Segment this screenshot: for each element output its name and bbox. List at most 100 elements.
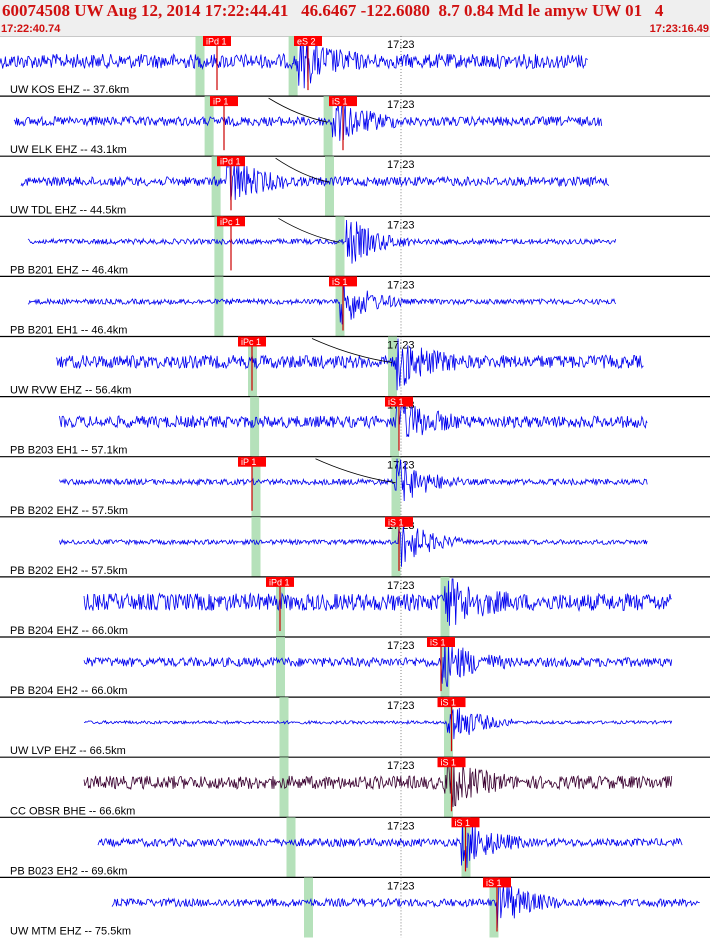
- waveform-trace: [84, 707, 673, 740]
- pick-flag[interactable]: [385, 516, 413, 527]
- pick-flag[interactable]: [266, 576, 294, 587]
- pick-flag[interactable]: [329, 276, 357, 287]
- pick-label[interactable]: iS 1: [455, 818, 471, 828]
- pick-window-band: [388, 336, 397, 397]
- station-label: PB B203 EH1 -- 57.1km: [10, 445, 127, 457]
- end-time-label: 17:23:16.49: [649, 23, 709, 35]
- minute-label: 17:23: [387, 640, 415, 652]
- waveform-trace: [83, 759, 673, 808]
- minute-label: 17:23: [387, 39, 415, 51]
- pick-flag[interactable]: [329, 96, 357, 107]
- pick-window-band: [335, 276, 345, 337]
- trace-row[interactable]: 17:23 iS 1 PB B204 EH2 -- 66.0km: [0, 636, 710, 698]
- trace-row[interactable]: 17:23 iP 1 iS 1 UW ELK EHZ -- 43.1km: [0, 95, 710, 157]
- trace-row[interactable]: 17:23 iS 1 PB B023 EH2 -- 69.6km: [0, 816, 710, 878]
- pick-window-band: [214, 216, 224, 277]
- trace-row[interactable]: 17:23 iPd 1 PB B204 EHZ -- 66.0km: [0, 576, 710, 637]
- pick-label[interactable]: eS 2: [297, 37, 316, 47]
- travel-time-curve: [315, 458, 396, 484]
- pick-flag[interactable]: [437, 757, 466, 768]
- pick-window-band: [204, 96, 214, 157]
- pick-label[interactable]: iPc 1: [220, 217, 240, 227]
- pick-label[interactable]: iP 1: [241, 457, 256, 467]
- minute-label: 17:23: [387, 880, 415, 892]
- pick-window-band: [251, 516, 261, 577]
- pick-flag[interactable]: [217, 216, 245, 227]
- station-label: UW TDL EHZ -- 44.5km: [10, 204, 126, 216]
- pick-window-band: [440, 637, 450, 698]
- station-label: PB B204 EHZ -- 66.0km: [10, 625, 128, 637]
- pick-label[interactable]: iS 1: [441, 698, 457, 708]
- minute-label: 17:23: [387, 159, 415, 171]
- trace-row[interactable]: 17:23 iS 1 UW LVP EHZ -- 66.5km: [0, 696, 710, 758]
- pick-window-band: [489, 877, 499, 938]
- trace-row[interactable]: 17:23 iS 1 UW MTM EHZ -- 75.5km: [0, 876, 710, 938]
- pick-flag[interactable]: [210, 96, 238, 107]
- trace-row[interactable]: 17:23 iPd 1 UW TDL EHZ -- 44.5km: [0, 155, 710, 217]
- pick-flag[interactable]: [294, 36, 322, 46]
- pick-label[interactable]: iP 1: [213, 97, 228, 107]
- waveform-trace: [59, 398, 648, 438]
- pick-label[interactable]: iS 1: [388, 397, 404, 407]
- station-label: CC OBSR BHE -- 66.6km: [10, 805, 135, 817]
- pick-flag[interactable]: [203, 36, 231, 46]
- station-label: UW KOS EHZ -- 37.6km: [10, 84, 129, 96]
- trace-row[interactable]: 17:23 iS 1 CC OBSR BHE -- 66.6km: [0, 756, 710, 818]
- trace-row[interactable]: 17:23 iS 1 PB B201 EH1 -- 46.4km: [0, 275, 710, 337]
- event-title: 60074508 UW Aug 12, 2014 17:22:44.41 46.…: [2, 1, 664, 20]
- travel-time-curve: [268, 97, 328, 123]
- waveform-trace: [97, 819, 683, 868]
- minute-label: 17:23: [387, 279, 415, 291]
- pick-window-band: [440, 576, 450, 637]
- waveform-trace: [20, 158, 610, 201]
- pick-window-band: [391, 516, 401, 577]
- pick-label[interactable]: iS 1: [332, 277, 348, 287]
- minute-label: 17:23: [387, 99, 415, 111]
- station-label: UW LVP EHZ -- 66.5km: [10, 745, 126, 757]
- pick-label[interactable]: iS 1: [486, 878, 502, 888]
- waveform-trace: [0, 37, 588, 89]
- station-label: PB B023 EH2 -- 69.6km: [10, 865, 127, 877]
- pick-window-band: [276, 637, 285, 698]
- pick-window-band: [444, 757, 453, 818]
- station-label: PB B201 EHZ -- 46.4km: [10, 264, 128, 276]
- pick-label[interactable]: iS 1: [388, 517, 404, 527]
- pick-flag[interactable]: [437, 697, 466, 708]
- pick-flag[interactable]: [451, 817, 480, 828]
- waveform-trace: [59, 458, 648, 502]
- pick-label[interactable]: iPd 1: [220, 157, 241, 167]
- pick-label[interactable]: iS 1: [441, 758, 457, 768]
- travel-time-curve: [278, 217, 340, 243]
- pick-flag[interactable]: [238, 336, 266, 347]
- pick-label[interactable]: iS 1: [430, 638, 446, 648]
- seismogram-panel[interactable]: 17:23 iPd 1 eS 2 UW KOS EHZ -- 37.6km 17:23 i…: [0, 36, 710, 938]
- pick-window-band: [325, 156, 334, 217]
- waveform-trace: [111, 878, 700, 929]
- pick-label[interactable]: iPd 1: [269, 577, 290, 587]
- pick-label[interactable]: iPd 1: [206, 37, 227, 47]
- pick-window-band: [211, 156, 221, 217]
- pick-flag[interactable]: [217, 156, 245, 167]
- trace-row[interactable]: 17:23 iPd 1 eS 2 UW KOS EHZ -- 37.6km: [0, 36, 588, 97]
- pick-label[interactable]: iPc 1: [241, 337, 261, 347]
- pick-window-band: [323, 96, 333, 157]
- minute-label: 17:23: [387, 760, 415, 772]
- pick-window-band: [214, 276, 224, 337]
- station-label: UW RVW EHZ -- 56.4km: [10, 385, 131, 397]
- waveform-trace: [27, 278, 617, 325]
- pick-flag[interactable]: [385, 396, 413, 407]
- pick-label[interactable]: iS 1: [332, 97, 348, 107]
- pick-flag[interactable]: [483, 877, 511, 888]
- pick-window-band: [390, 396, 400, 457]
- station-label: PB B202 EH2 -- 57.5km: [10, 565, 127, 577]
- trace-row[interactable]: 17:23 iPc 1 PB B201 EHZ -- 46.4km: [0, 215, 710, 277]
- minute-label: 17:23: [387, 219, 415, 231]
- pick-flag[interactable]: [238, 456, 266, 467]
- pick-flag[interactable]: [427, 637, 455, 647]
- pick-window-band: [286, 817, 296, 878]
- travel-time-curve: [311, 338, 393, 363]
